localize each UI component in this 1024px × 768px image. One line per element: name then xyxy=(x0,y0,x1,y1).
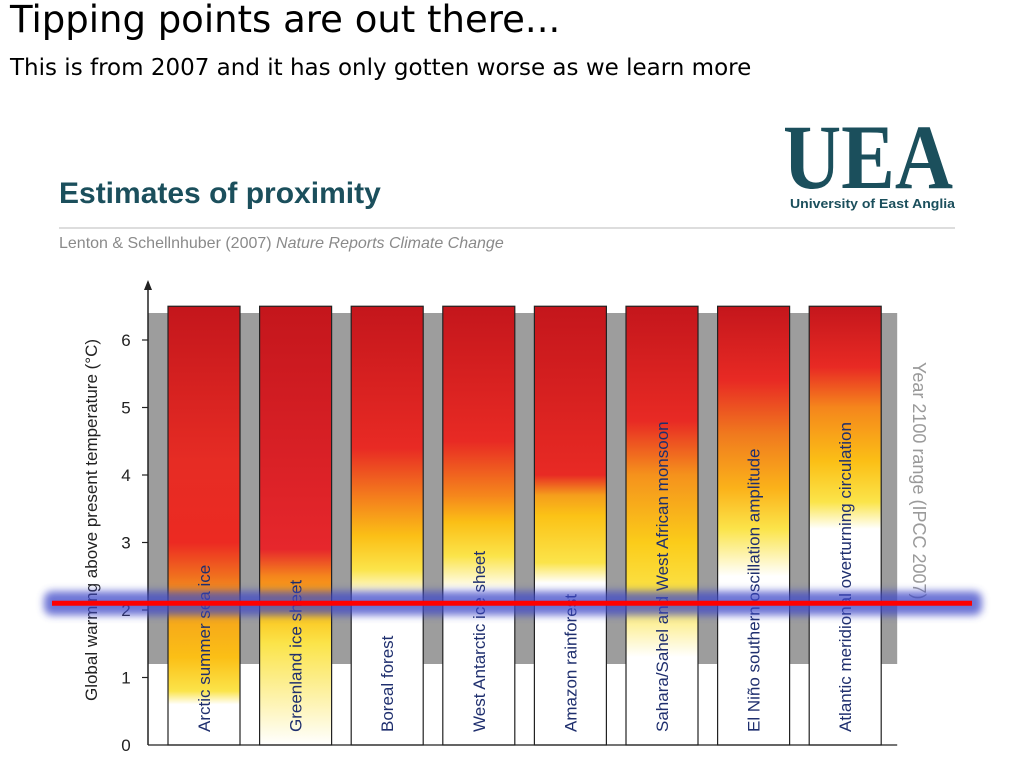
y-tick-label: 1 xyxy=(121,669,130,688)
bar-6 xyxy=(625,305,699,746)
slide-subtitle: This is from 2007 and it has only gotten… xyxy=(10,55,752,81)
citation-authors: Lenton & Schellnhuber (2007) xyxy=(59,235,276,252)
y-tick-label: 0 xyxy=(121,736,130,755)
ipcc-range-label: Year 2100 range (IPCC 2007) xyxy=(909,362,929,600)
slide-title: Tipping points are out there... xyxy=(10,0,561,41)
y-tick-label: 4 xyxy=(121,466,130,485)
threshold-line xyxy=(44,591,982,616)
figure-heading: Estimates of proximity xyxy=(59,177,381,210)
category-label: Boreal forest xyxy=(378,635,397,732)
bar-7 xyxy=(716,305,791,746)
category-label: Arctic summer sea ice xyxy=(195,565,214,732)
y-tick-label: 6 xyxy=(121,331,130,350)
bar-1 xyxy=(167,305,241,746)
category-label: West Antarctic ice sheet xyxy=(470,551,489,732)
figure-citation: Lenton & Schellnhuber (2007) Nature Repo… xyxy=(59,235,504,252)
category-label: El Niño southern oscillation amplitude xyxy=(745,449,764,733)
bar-2 xyxy=(259,305,333,746)
category-label: Sahara/Sahel and West African monsoon xyxy=(653,421,672,732)
uea-logo-mark: UEA xyxy=(783,106,953,208)
category-label: Amazon rainforest xyxy=(561,594,580,732)
citation-journal: Nature Reports Climate Change xyxy=(276,235,504,252)
category-label: Greenland ice sheet xyxy=(287,580,306,732)
bar-5 xyxy=(533,305,608,746)
category-label: Atlantic meridional overturning circulat… xyxy=(836,422,855,732)
category-labels: Arctic summer sea ice Greenland ice sheet… xyxy=(195,421,855,732)
bar-8 xyxy=(808,305,882,746)
y-tick-label: 3 xyxy=(121,534,130,553)
y-tick-label: 5 xyxy=(121,399,130,418)
y-axis-label: Global warming above present temperature… xyxy=(82,339,101,701)
bar-4 xyxy=(442,305,516,746)
y-axis-arrow xyxy=(144,280,152,290)
uea-logo: UEA University of East Anglia xyxy=(783,106,956,211)
uea-logo-caption: University of East Anglia xyxy=(790,196,956,211)
